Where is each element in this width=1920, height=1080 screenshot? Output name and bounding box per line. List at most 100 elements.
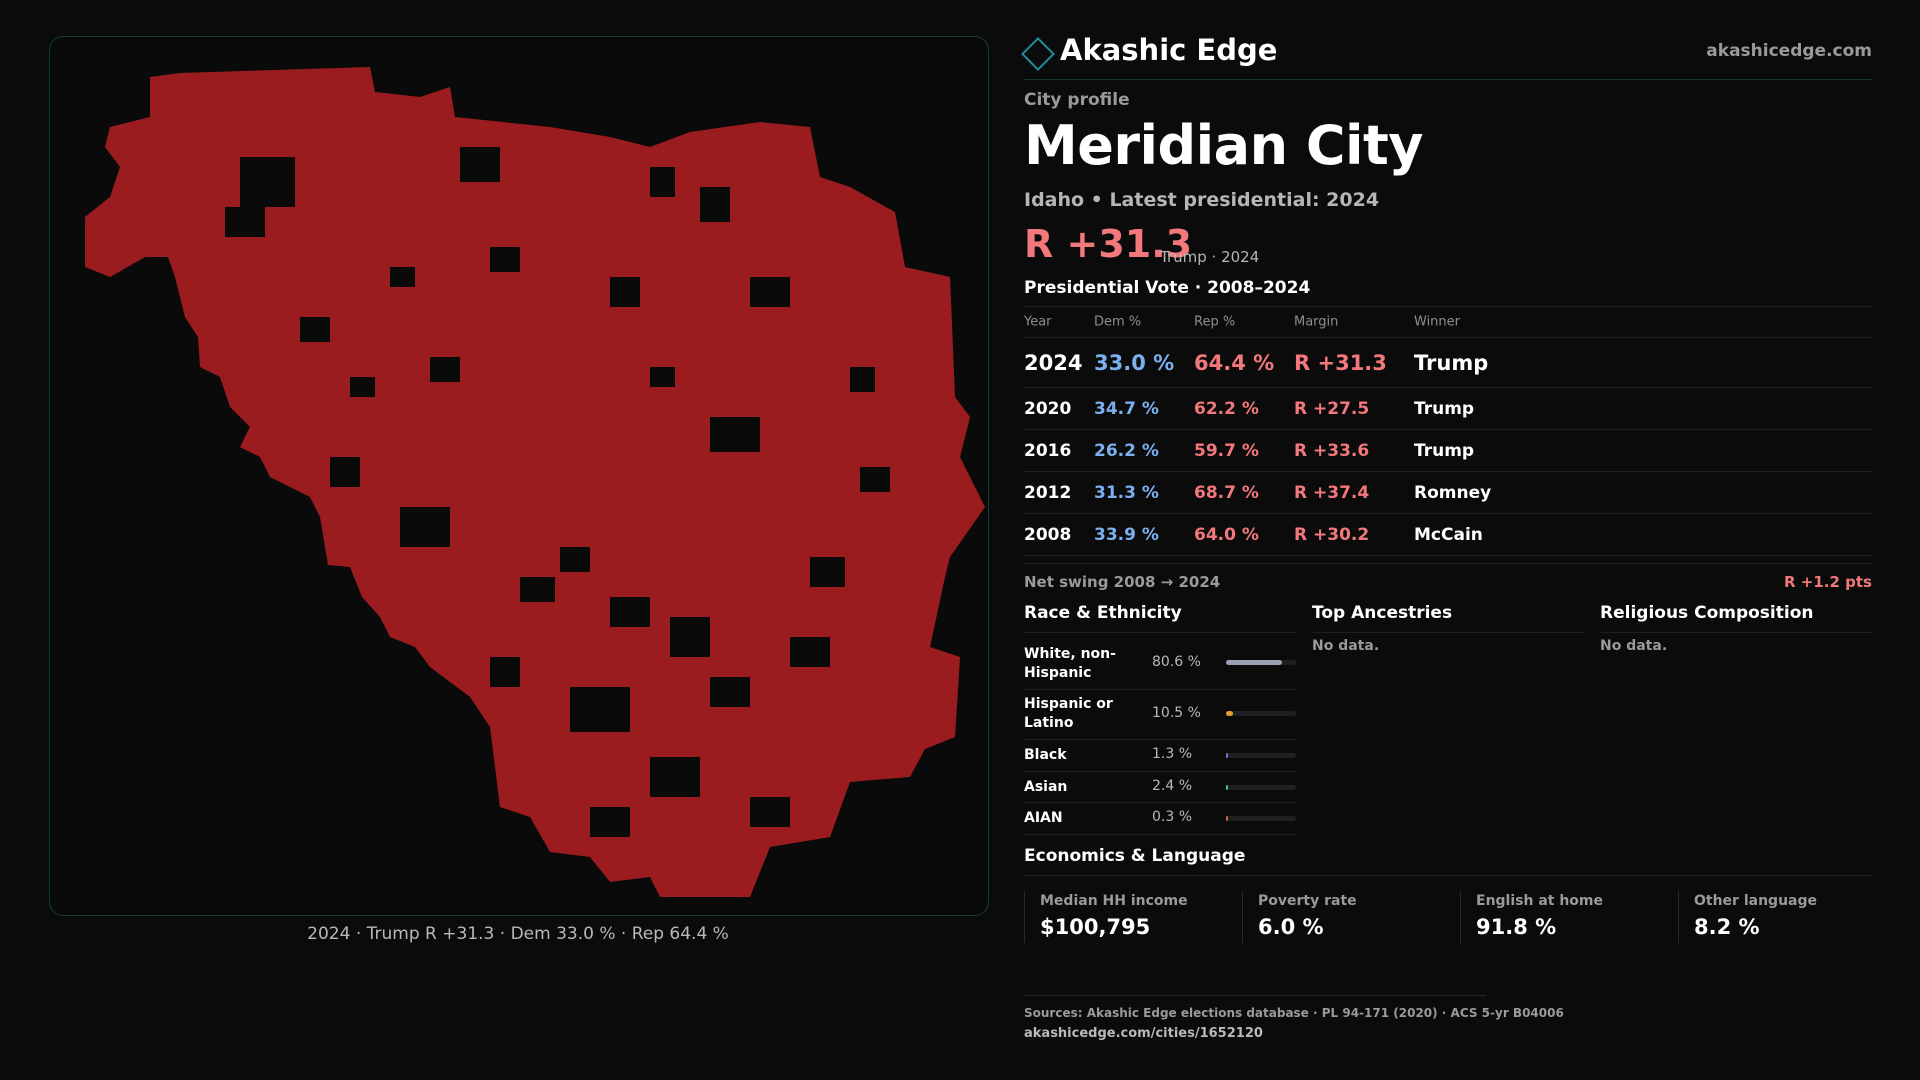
margin-cell: R +30.2 (1294, 524, 1370, 545)
sources-url[interactable]: akashicedge.com/cities/1652120 (1024, 1026, 1263, 1041)
race-value: 10.5 % (1152, 705, 1201, 721)
economics-title: Economics & Language (1024, 846, 1246, 866)
race-value: 1.3 % (1152, 746, 1193, 762)
brand-name[interactable]: Akashic Edge (1060, 33, 1278, 67)
year-cell: 2024 (1024, 350, 1083, 375)
race-ethnicity-title: Race & Ethnicity (1024, 603, 1182, 623)
brand-header: Akashic Edge akashicedge.com (1021, 33, 1872, 80)
race-label: Hispanic or Latino (1024, 696, 1113, 731)
table-row: 2012 31.3 % 68.7 % R +37.4 Romney (1024, 472, 1872, 514)
divider (1024, 995, 1486, 996)
net-swing-row: Net swing 2008 → 2024 R +1.2 pts (1024, 563, 1872, 592)
divider (1600, 632, 1872, 633)
page-title: Meridian City (1024, 114, 1424, 177)
presidential-vote-table: Year Dem % Rep % Margin Winner 2024 33.0… (1024, 306, 1872, 556)
econ-other-language: Other language 8.2 % (1678, 891, 1879, 943)
dem-share-cell: 33.9 % (1094, 524, 1159, 545)
race-bar-fill (1226, 660, 1282, 665)
winner-cell: Trump (1414, 350, 1489, 375)
profile-kicker: City profile (1024, 90, 1130, 110)
race-bar-track (1226, 711, 1296, 716)
year-cell: 2008 (1024, 524, 1072, 545)
econ-label: Poverty rate (1258, 893, 1357, 909)
table-row: 2016 26.2 % 59.7 % R +33.6 Trump (1024, 430, 1872, 472)
headline-detail: Trump · 2024 (1160, 248, 1260, 266)
ancestries-empty: No data. (1312, 638, 1380, 654)
net-swing-value: R +1.2 pts (1784, 573, 1872, 591)
race-row-hispanic: Hispanic or Latino 10.5 % (1024, 689, 1296, 740)
race-bar-fill (1226, 711, 1233, 716)
race-row-asian: Asian 2.4 % (1024, 771, 1296, 803)
winner-cell: Trump (1414, 440, 1475, 461)
column-header-margin: Margin (1294, 314, 1339, 330)
religion-empty: No data. (1600, 638, 1668, 654)
econ-value: 8.2 % (1694, 915, 1760, 939)
econ-english-at-home: English at home 91.8 % (1460, 891, 1661, 943)
net-swing-label: Net swing 2008 → 2024 (1024, 573, 1221, 591)
winner-cell: McCain (1414, 524, 1483, 545)
race-label: AIAN (1024, 810, 1063, 826)
divider (1024, 632, 1296, 633)
race-value: 80.6 % (1152, 654, 1201, 670)
econ-label: Other language (1694, 893, 1817, 909)
race-value: 2.4 % (1152, 778, 1193, 794)
race-bar-fill (1226, 816, 1228, 821)
enclave-holes (225, 147, 890, 837)
econ-value: 6.0 % (1258, 915, 1324, 939)
race-bar-fill (1226, 785, 1228, 790)
econ-label: English at home (1476, 893, 1604, 909)
econ-label: Median HH income (1040, 893, 1188, 909)
rep-share-cell: 64.4 % (1194, 350, 1275, 375)
econ-value: $100,795 (1040, 915, 1151, 939)
margin-cell: R +31.3 (1294, 350, 1387, 375)
econ-value: 91.8 % (1476, 915, 1557, 939)
race-row-white: White, non-Hispanic 80.6 % (1024, 633, 1296, 690)
race-bar-track (1226, 753, 1296, 758)
precinct-shapes (85, 67, 985, 897)
top-ancestries-title: Top Ancestries (1312, 603, 1453, 623)
dem-share-cell: 33.0 % (1094, 350, 1175, 375)
race-row-aian: AIAN 0.3 % (1024, 802, 1296, 835)
city-map[interactable] (49, 36, 989, 916)
race-label: Asian (1024, 779, 1068, 795)
diamond-icon (1021, 37, 1055, 71)
divider (1312, 632, 1584, 633)
brand-url[interactable]: akashicedge.com (1706, 41, 1872, 61)
dem-share-cell: 34.7 % (1094, 398, 1159, 419)
city-boundary-map (85, 67, 985, 897)
race-label: White, non-Hispanic (1024, 646, 1116, 681)
race-label: Black (1024, 747, 1067, 763)
column-header-winner: Winner (1414, 314, 1461, 330)
presidential-vote-title: Presidential Vote · 2008–2024 (1024, 278, 1311, 298)
table-row: 2008 33.9 % 64.0 % R +30.2 McCain (1024, 514, 1872, 556)
year-cell: 2012 (1024, 482, 1072, 503)
page-subtitle: Idaho • Latest presidential: 2024 (1024, 189, 1380, 211)
race-bar-fill (1226, 753, 1228, 758)
table-row: 2020 34.7 % 62.2 % R +27.5 Trump (1024, 388, 1872, 430)
rep-share-cell: 59.7 % (1194, 440, 1259, 461)
dem-share-cell: 26.2 % (1094, 440, 1159, 461)
map-caption: 2024 · Trump R +31.3 · Dem 33.0 % · Rep … (307, 924, 729, 944)
race-bar-track (1226, 660, 1296, 665)
margin-cell: R +33.6 (1294, 440, 1370, 461)
race-row-black: Black 1.3 % (1024, 739, 1296, 772)
dem-share-cell: 31.3 % (1094, 482, 1159, 503)
rep-share-cell: 64.0 % (1194, 524, 1259, 545)
rep-share-cell: 68.7 % (1194, 482, 1259, 503)
race-bar-track (1226, 785, 1296, 790)
table-header-row: Year Dem % Rep % Margin Winner (1024, 307, 1872, 338)
column-header-year: Year (1024, 314, 1052, 330)
city-boundary-shape (85, 67, 985, 897)
race-bar-track (1226, 816, 1296, 821)
year-cell: 2016 (1024, 440, 1072, 461)
table-row: 2024 33.0 % 64.4 % R +31.3 Trump (1024, 338, 1872, 388)
column-header-rep: Rep % (1194, 314, 1236, 330)
divider (1024, 875, 1872, 876)
race-value: 0.3 % (1152, 809, 1193, 825)
sources-line: Sources: Akashic Edge elections database… (1024, 1006, 1564, 1020)
econ-median-income: Median HH income $100,795 (1024, 891, 1225, 943)
winner-cell: Romney (1414, 482, 1492, 503)
religious-composition-title: Religious Composition (1600, 603, 1814, 623)
column-header-dem: Dem % (1094, 314, 1142, 330)
rep-share-cell: 62.2 % (1194, 398, 1259, 419)
